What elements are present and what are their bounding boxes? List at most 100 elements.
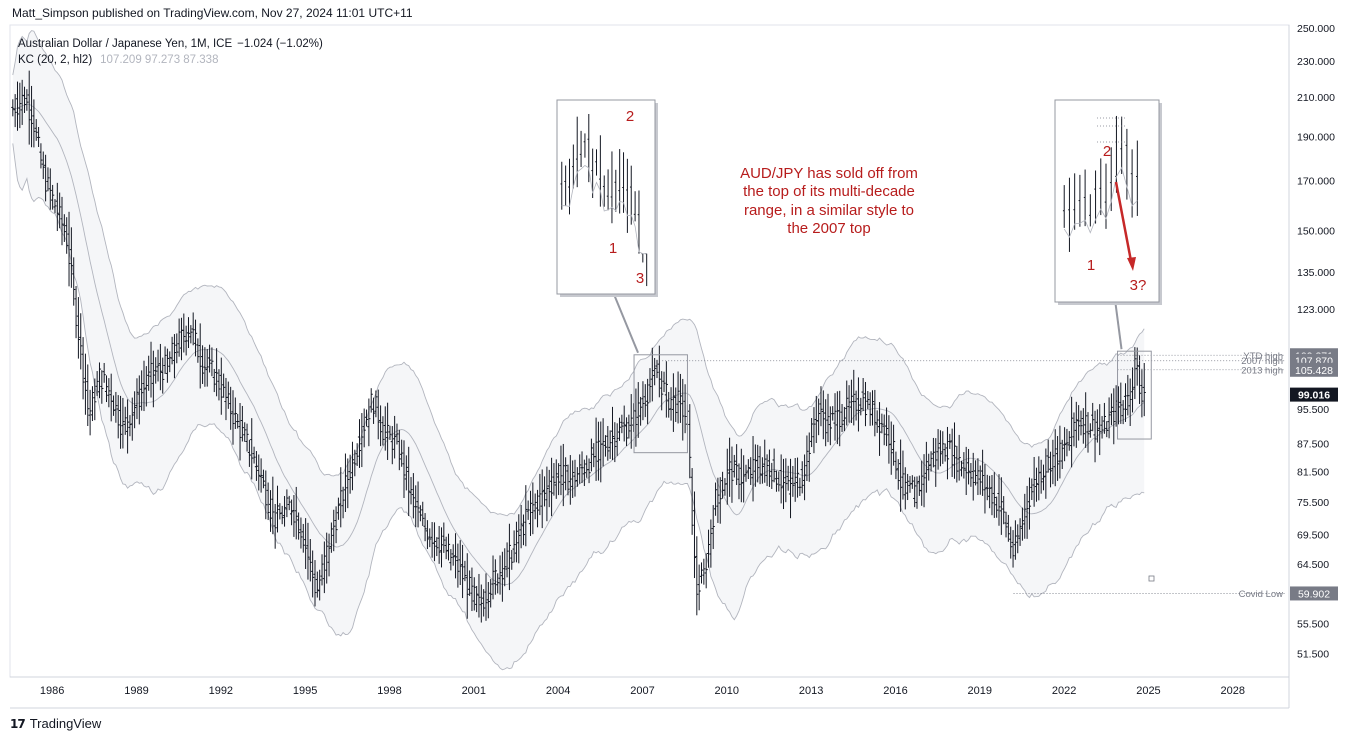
ohlc-bar [472, 577, 476, 611]
ohlc-bar [48, 168, 52, 210]
y-tick-label: 69.500 [1297, 530, 1329, 542]
ohlc-bar [116, 395, 120, 439]
legend-indicator: KC (20, 2, hl2) 107.209 97.273 87.338 [18, 54, 218, 66]
ohlc-bar [964, 446, 968, 495]
x-tick-label: 2001 [462, 685, 486, 697]
ohlc-bar [505, 542, 509, 578]
ohlc-bar [215, 348, 219, 397]
x-tick-label: 2025 [1136, 685, 1160, 697]
ohlc-bar [184, 325, 188, 356]
ohlc-bar [294, 486, 298, 540]
ohlc-bar [749, 457, 753, 485]
ohlc-bar [704, 553, 708, 589]
ohlc-bar [1060, 439, 1064, 470]
ohlc-bar [1081, 408, 1085, 444]
ohlc-bar [137, 375, 141, 425]
ohlc-bar [557, 463, 561, 496]
y-tick-label: 150.000 [1297, 225, 1335, 237]
ohlc-bar [795, 457, 800, 498]
ohlc-bar [257, 454, 261, 491]
x-tick-label: 2004 [546, 685, 570, 697]
time-axis: 1986 1989 1992 1995 1998 2001 2004 2007 2010 2013… [40, 685, 1245, 697]
ohlc-bar [976, 458, 980, 496]
ohlc-bar [313, 560, 317, 607]
ohlc-bar [252, 446, 256, 464]
down-arrow-shaft [1114, 181, 1133, 262]
ohlc-bar [266, 482, 270, 521]
ohlc-bar [650, 347, 654, 402]
ohlc-bar [641, 381, 645, 421]
ohlc-bar [735, 444, 739, 486]
chart-handle[interactable] [1148, 575, 1155, 582]
ohlc-bar [381, 416, 385, 446]
ohlc-bar [156, 349, 160, 382]
ohlc-bar [236, 413, 240, 429]
ohlc-bar [25, 89, 29, 111]
ohlc-bar [210, 347, 214, 377]
ohlc-bar [1133, 347, 1137, 400]
ohlc-bar [254, 451, 259, 481]
ohlc-bar [245, 423, 249, 452]
level-label: 2013 high [1241, 365, 1283, 376]
ohlc-bar [948, 433, 952, 449]
ohlc-bar [758, 446, 762, 485]
ohlc-bar [681, 378, 685, 441]
ohlc-bar [125, 399, 130, 454]
ohlc-bar [222, 373, 226, 398]
y-tick-label: 123.000 [1297, 304, 1335, 316]
ohlc-bar [873, 389, 877, 437]
ohlc-bar [821, 390, 825, 440]
ohlc-bar [493, 559, 497, 595]
ohlc-bar [903, 467, 907, 510]
ohlc-bar [1062, 427, 1067, 462]
ohlc-bar [1074, 401, 1078, 448]
ohlc-bar [374, 390, 378, 418]
ohlc-bar [1044, 448, 1048, 499]
ohlc-bar [882, 414, 886, 446]
ohlc-bar [1095, 409, 1099, 443]
ohlc-bar [135, 378, 139, 420]
keltner-upper-line [12, 30, 1145, 517]
ohlc-bar [193, 319, 198, 357]
ohlc-bar [273, 504, 277, 549]
ohlc-bar [65, 217, 69, 254]
ohlc-bar [838, 390, 842, 447]
y-tick-label: 64.500 [1297, 559, 1329, 571]
ohlc-bar [767, 449, 772, 487]
ohlc-bar [287, 495, 291, 511]
ohlc-bar [866, 391, 870, 410]
ohlc-bar [36, 127, 41, 148]
legend-symbol: Australian Dollar / Japanese Yen, 1M, IC… [18, 38, 323, 50]
ohlc-bar [528, 490, 533, 536]
ohlc-bar [971, 452, 975, 501]
y-tick-label: 51.500 [1297, 648, 1329, 660]
ohlc-bar [460, 544, 465, 599]
ohlc-bar [927, 453, 931, 481]
ohlc-bar [1009, 526, 1013, 559]
ohlc-bar [163, 346, 167, 374]
ohlc-bar [114, 391, 118, 423]
ohlc-bar [388, 425, 392, 440]
y-tick-label: 230.000 [1297, 56, 1335, 68]
ohlc-bar [102, 362, 106, 383]
ohlc-bar [784, 458, 788, 503]
y-tick-label: 135.000 [1297, 267, 1335, 279]
ohlc-bar [985, 474, 989, 501]
ohlc-bar [421, 501, 425, 526]
tradingview-logo[interactable]: 17 TradingView [10, 716, 101, 731]
ohlc-bar [995, 496, 999, 518]
ohlc-bar [636, 382, 640, 438]
ohlc-bar [231, 390, 235, 445]
svg-text:the top of its multi-decade: the top of its multi-decade [743, 183, 915, 200]
ohlc-bar [770, 462, 774, 489]
ohlc-bar [198, 323, 202, 389]
ohlc-bar [545, 466, 549, 522]
ohlc-bar [568, 455, 572, 505]
ohlc-bar [943, 443, 947, 462]
ohlc-bar [93, 378, 97, 421]
ohlc-bar [318, 569, 322, 601]
ohlc-bar [802, 454, 807, 501]
ohlc-bar [718, 477, 722, 524]
ohlc-bar [692, 491, 697, 579]
